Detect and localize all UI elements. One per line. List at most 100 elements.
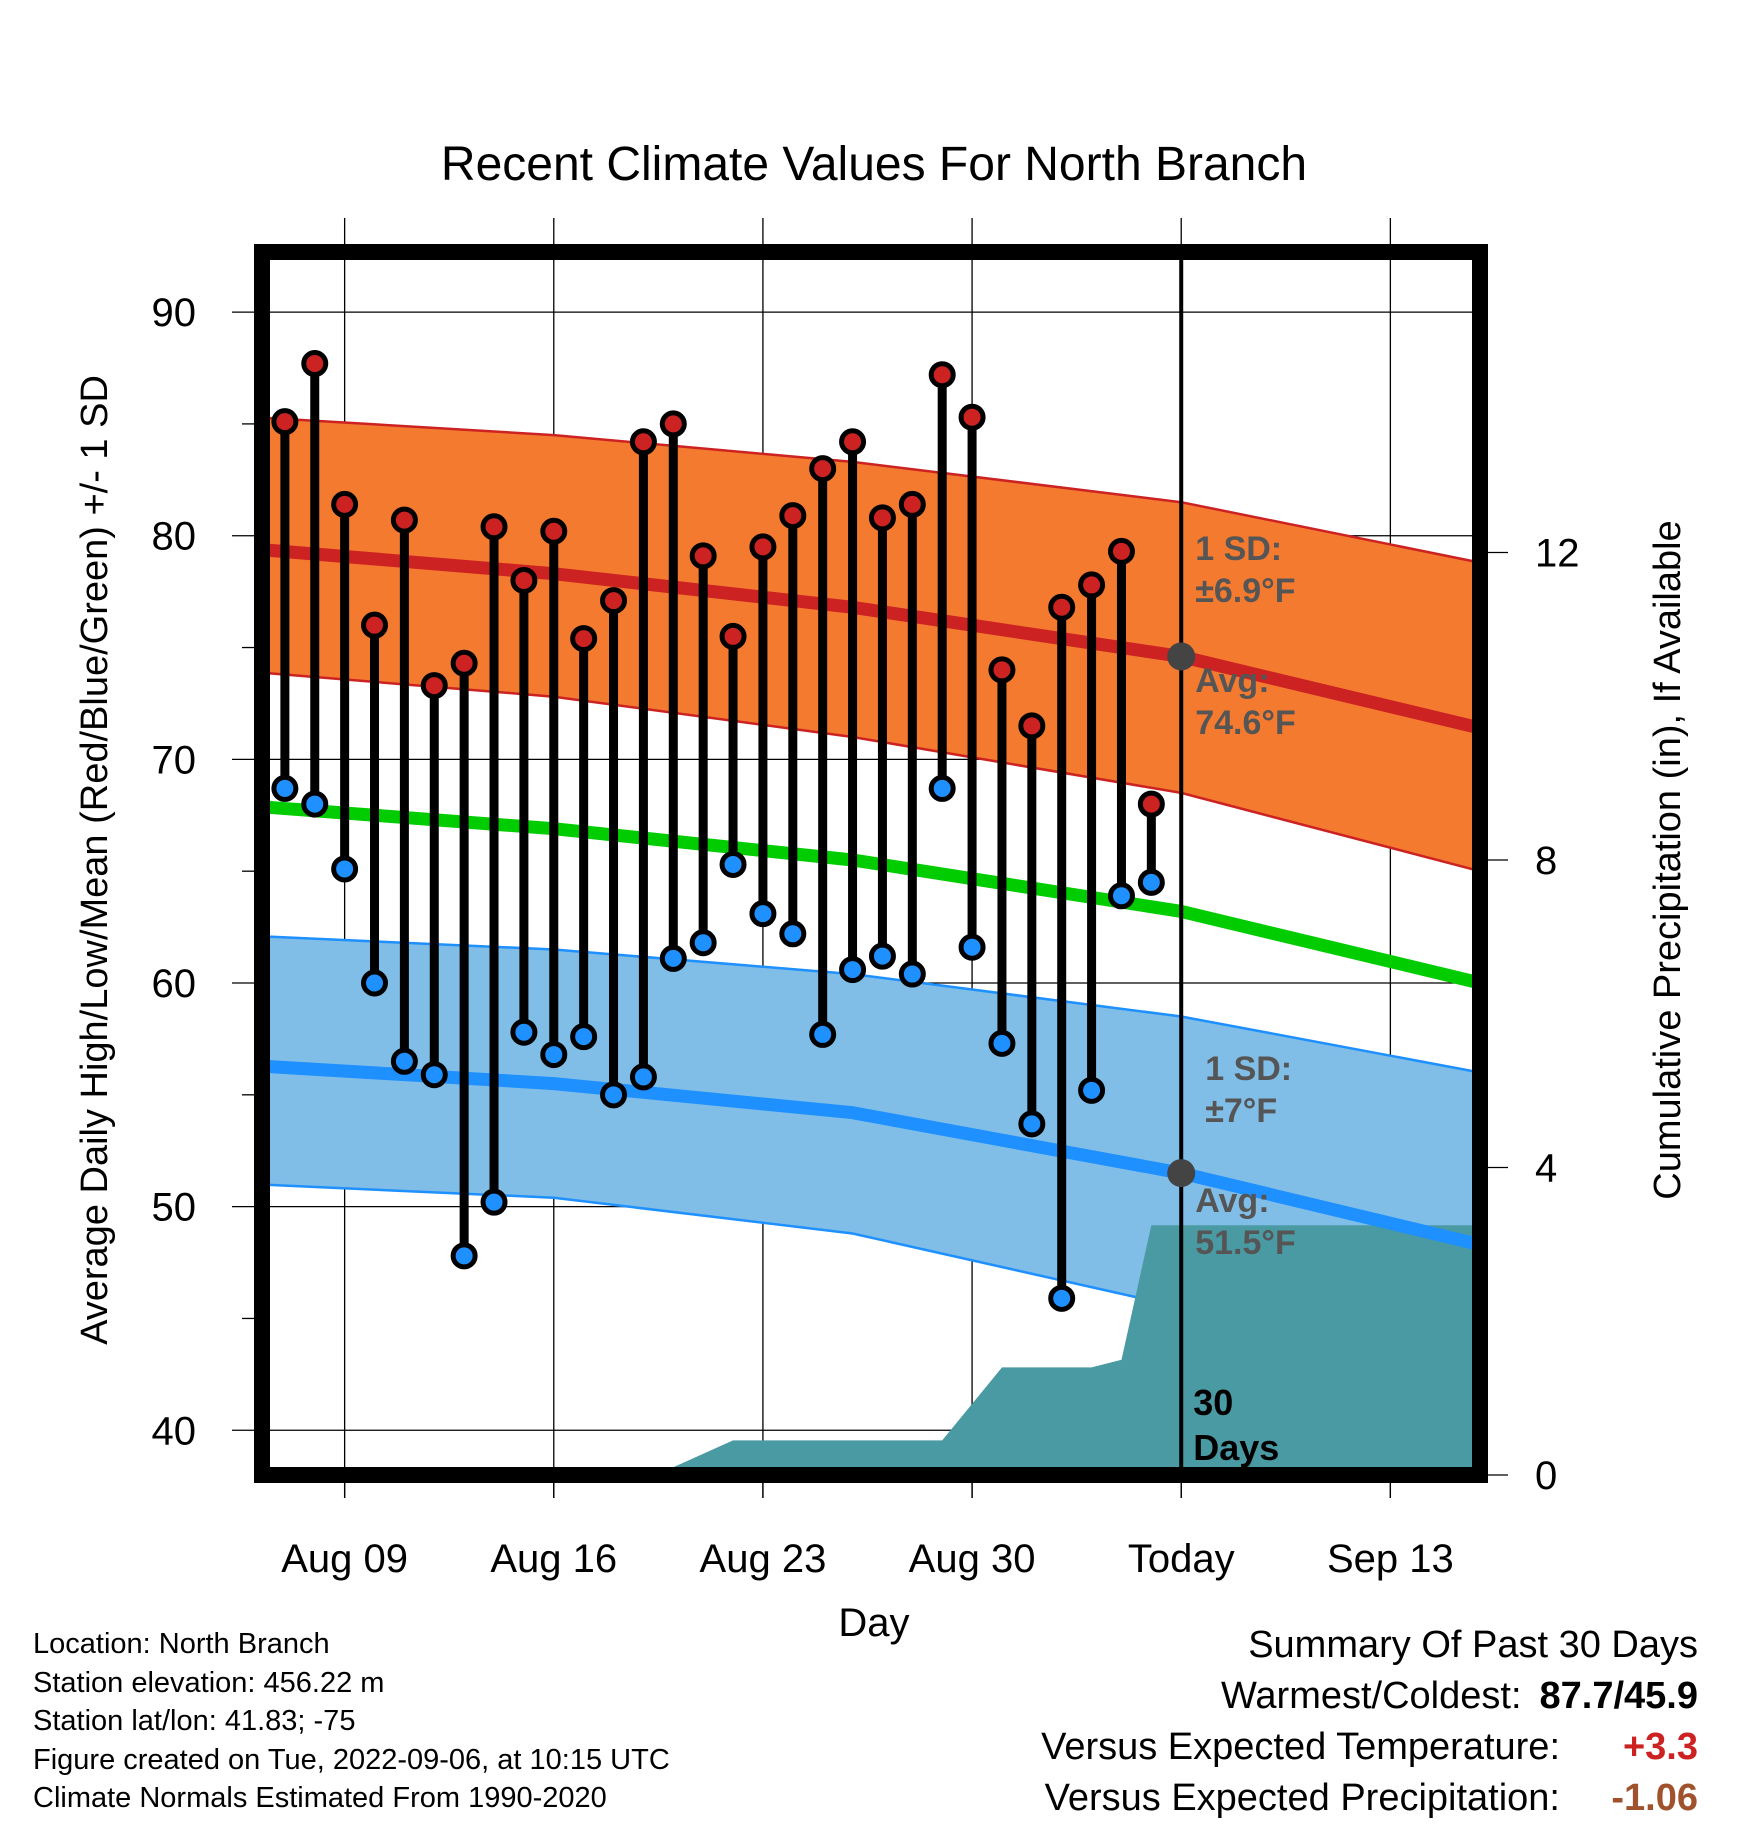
daily-low-point bbox=[420, 1061, 448, 1089]
daily-low-point bbox=[1048, 1284, 1076, 1312]
daily-low-point bbox=[600, 1081, 628, 1109]
daily-high-point bbox=[898, 490, 926, 518]
x-tick-label: Sep 13 bbox=[1327, 1537, 1454, 1581]
daily-high-point bbox=[1137, 790, 1165, 818]
y-tick-label-left: 90 bbox=[152, 291, 197, 335]
high-avg-label: Avg: bbox=[1195, 662, 1269, 700]
low-avg-label: Avg: bbox=[1195, 1182, 1269, 1220]
daily-low-point bbox=[1137, 868, 1165, 896]
today-high-marker bbox=[1167, 642, 1196, 671]
normals-text: Climate Normals Estimated From 1990-2020 bbox=[33, 1782, 607, 1814]
precip-anomaly-label: Versus Expected Precipitation: bbox=[1044, 1777, 1560, 1819]
daily-low-point bbox=[719, 850, 747, 878]
x-tick-label: Aug 30 bbox=[909, 1537, 1036, 1581]
daily-high-point bbox=[540, 517, 568, 545]
warm-cold-label: Warmest/Coldest: bbox=[1220, 1675, 1522, 1717]
created-text: Figure created on Tue, 2022-09-06, at 10… bbox=[33, 1743, 670, 1776]
station-info: Location: North Branch Station elevation… bbox=[33, 1625, 670, 1818]
daily-high-point bbox=[659, 410, 687, 438]
daily-low-point bbox=[629, 1063, 657, 1091]
daily-low-point bbox=[480, 1188, 508, 1216]
period-label-line1: 30 bbox=[1193, 1382, 1233, 1423]
daily-low-point bbox=[510, 1018, 538, 1046]
summary-panel: Summary Of Past 30 Days Warmest/Coldest:… bbox=[1041, 1620, 1698, 1824]
temp-anomaly-value: +3.3 bbox=[1622, 1726, 1698, 1768]
y-tick-label-left: 50 bbox=[152, 1186, 197, 1230]
daily-high-point bbox=[1018, 712, 1046, 740]
daily-high-point bbox=[271, 408, 299, 436]
x-tick-label: Aug 16 bbox=[490, 1537, 617, 1581]
warm-cold-value: 87.7/45.9 bbox=[1539, 1675, 1698, 1717]
y-tick-label-right: 4 bbox=[1535, 1147, 1557, 1191]
high-avg-value: 74.6°F bbox=[1195, 704, 1296, 742]
temp-anomaly-label: Versus Expected Temperature: bbox=[1041, 1726, 1560, 1768]
y-tick-labels-right: 0 4 8 12 bbox=[1535, 532, 1580, 1499]
daily-high-point bbox=[868, 504, 896, 532]
daily-high-point bbox=[988, 656, 1016, 684]
daily-high-point bbox=[570, 625, 598, 653]
daily-low-point bbox=[839, 956, 867, 984]
y-tick-labels-left: 40 50 60 70 80 90 bbox=[152, 291, 197, 1453]
daily-high-point bbox=[928, 361, 956, 389]
daily-high-point bbox=[600, 587, 628, 615]
y-tick-label-right: 8 bbox=[1535, 839, 1557, 883]
daily-high-point bbox=[420, 672, 448, 700]
y-axis-label-right: Cumulative Precipitation (in), If Availa… bbox=[1647, 520, 1689, 1199]
plot-border bbox=[254, 244, 1488, 1483]
precip-area-fill bbox=[255, 1225, 1480, 1475]
daily-high-point bbox=[809, 455, 837, 483]
y-tick-label-left: 70 bbox=[152, 738, 197, 782]
daily-low-point bbox=[749, 900, 777, 928]
today-line bbox=[1167, 258, 1196, 1475]
daily-low-point bbox=[659, 944, 687, 972]
precip-anomaly-value: -1.06 bbox=[1611, 1777, 1698, 1819]
daily-low-point bbox=[390, 1047, 418, 1075]
latlon-text: Station lat/lon: 41.83; -75 bbox=[33, 1705, 356, 1737]
daily-high-point bbox=[331, 490, 359, 518]
daily-high-point bbox=[839, 428, 867, 456]
daily-low-point bbox=[301, 790, 329, 818]
y-tick-label-left: 60 bbox=[152, 962, 197, 1006]
low-sd-label: 1 SD: bbox=[1205, 1050, 1292, 1088]
low-avg-value: 51.5°F bbox=[1195, 1224, 1296, 1262]
daily-low-point bbox=[779, 920, 807, 948]
daily-low-point bbox=[1107, 882, 1135, 910]
low-normal-line bbox=[254, 1059, 1482, 1252]
x-tick-label: Aug 09 bbox=[281, 1537, 408, 1581]
daily-high-point bbox=[958, 403, 986, 431]
daily-ranges bbox=[271, 350, 1165, 1312]
x-tick-labels: Aug 09 Aug 16 Aug 23 Aug 30 Today Sep 13 bbox=[281, 1537, 1454, 1581]
daily-high-point bbox=[1048, 593, 1076, 621]
precip-area bbox=[255, 1225, 1480, 1475]
daily-low-point bbox=[331, 855, 359, 883]
daily-low-point bbox=[361, 969, 389, 997]
temp-anomaly-row: Versus Expected Temperature: +3.3 bbox=[1041, 1722, 1698, 1773]
x-tick-label: Aug 23 bbox=[700, 1537, 827, 1581]
low-sd-value: ±7°F bbox=[1205, 1092, 1277, 1130]
y-tick-label-left: 80 bbox=[152, 515, 197, 559]
daily-high-point bbox=[1078, 571, 1106, 599]
location-text: Location: North Branch bbox=[33, 1628, 330, 1660]
period-label-line2: Days bbox=[1193, 1427, 1279, 1468]
daily-high-point bbox=[390, 506, 418, 534]
elevation-text: Station elevation: 456.22 m bbox=[33, 1666, 385, 1699]
daily-low-point bbox=[868, 942, 896, 970]
daily-high-point bbox=[301, 350, 329, 378]
daily-high-point bbox=[450, 649, 478, 677]
daily-high-point bbox=[629, 428, 657, 456]
daily-low-point bbox=[1018, 1110, 1046, 1138]
annotations: 1 SD: ±6.9°F Avg: 74.6°F 1 SD: ±7°F Avg: 51.5°F… bbox=[1193, 530, 1296, 1468]
y-axis-label-left: Average Daily High/Low/Mean (Red/Blue/Gr… bbox=[74, 375, 116, 1345]
daily-high-point bbox=[689, 542, 717, 570]
chart-title: Recent Climate Values For North Branch bbox=[441, 138, 1307, 191]
daily-low-point bbox=[271, 774, 299, 802]
high-sd-label: 1 SD: bbox=[1195, 530, 1282, 568]
daily-high-point bbox=[749, 533, 777, 561]
daily-high-point bbox=[1107, 537, 1135, 565]
y-tick-label-right: 0 bbox=[1535, 1454, 1557, 1498]
daily-high-point bbox=[719, 622, 747, 650]
high-sd-value: ±6.9°F bbox=[1195, 572, 1295, 610]
daily-high-point bbox=[510, 566, 538, 594]
x-tick-label: Today bbox=[1128, 1537, 1235, 1581]
